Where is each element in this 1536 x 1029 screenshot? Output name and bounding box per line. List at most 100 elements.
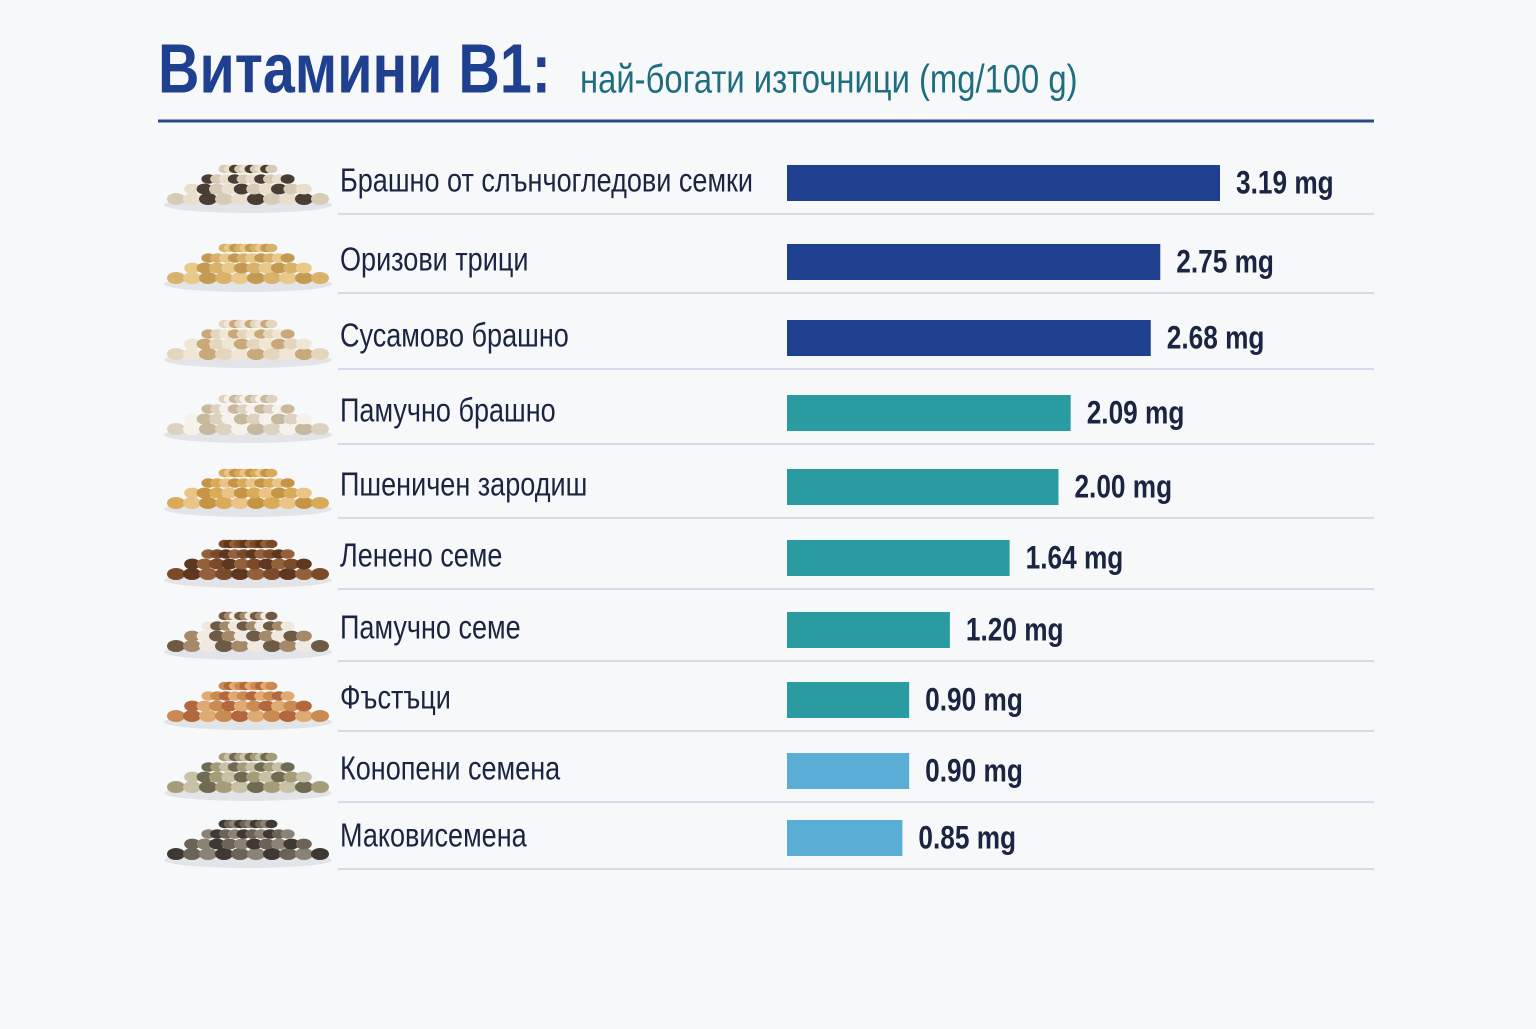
food-grain — [247, 781, 265, 793]
bar — [787, 753, 910, 789]
food-grain — [199, 348, 217, 360]
food-grain — [279, 640, 297, 652]
food-grain — [295, 848, 313, 860]
food-grain — [215, 423, 233, 435]
food-grain — [265, 164, 278, 174]
food-grain — [265, 611, 278, 621]
value-label: 2.00 mg — [1074, 470, 1172, 505]
category-label: Пшеничен зародиш — [340, 467, 587, 503]
food-grain — [196, 700, 213, 712]
food-grain — [233, 487, 250, 499]
food-grain — [283, 838, 300, 850]
food-grain — [258, 558, 275, 570]
food-grain — [295, 558, 312, 570]
food-grain — [279, 193, 297, 205]
food-grain — [199, 497, 217, 509]
food-grain — [199, 781, 217, 793]
food-grain — [283, 558, 300, 570]
food-grain — [295, 413, 312, 425]
food-grain — [221, 771, 238, 783]
chart-title: Витамини B1: — [158, 29, 551, 108]
value-label: 2.09 mg — [1087, 396, 1185, 431]
food-grain — [184, 838, 201, 850]
bar — [787, 540, 1010, 576]
food-grain — [283, 487, 300, 499]
food-grain — [280, 253, 295, 263]
food-grain — [221, 413, 238, 425]
food-grain — [233, 558, 250, 570]
food-grain — [199, 640, 217, 652]
food-grain — [167, 710, 185, 722]
food-grain — [246, 262, 263, 274]
food-grain — [258, 487, 275, 499]
food-grain — [233, 338, 250, 350]
food-grain — [215, 710, 233, 722]
food-grain — [246, 183, 263, 195]
food-grain — [311, 640, 329, 652]
value-label: 2.75 mg — [1176, 245, 1274, 280]
food-grain — [295, 700, 312, 712]
food-grain — [215, 781, 233, 793]
food-grain — [283, 262, 300, 274]
food-grain — [265, 539, 278, 549]
food-grain — [167, 781, 185, 793]
food-grain — [279, 848, 297, 860]
food-grain — [263, 497, 281, 509]
food-grain — [280, 478, 295, 488]
food-grain — [263, 568, 281, 580]
food-grain — [283, 183, 300, 195]
food-grain — [295, 640, 313, 652]
value-label: 0.90 mg — [925, 683, 1023, 718]
food-grain — [280, 621, 295, 631]
food-grain — [283, 630, 300, 642]
food-grain — [283, 338, 300, 350]
food-grain — [233, 771, 250, 783]
food-grain — [246, 338, 263, 350]
food-grain — [263, 193, 281, 205]
food-grain — [295, 838, 312, 850]
food-grain — [233, 262, 250, 274]
food-grain — [167, 348, 185, 360]
food-grain — [221, 338, 238, 350]
food-grain — [167, 272, 185, 284]
food-grain — [221, 700, 238, 712]
food-grain — [265, 394, 278, 404]
food-grain — [280, 329, 295, 339]
food-grain — [295, 348, 313, 360]
food-grain — [258, 700, 275, 712]
food-grain — [184, 630, 201, 642]
food-grain — [199, 710, 217, 722]
food-grain — [184, 413, 201, 425]
food-grain — [279, 497, 297, 509]
food-grain — [265, 243, 278, 253]
food-grain — [247, 423, 265, 435]
value-label: 1.64 mg — [1026, 541, 1124, 576]
food-grain — [246, 771, 263, 783]
food-grain — [183, 348, 201, 360]
food-grain — [209, 558, 225, 570]
food-grain — [209, 487, 225, 499]
food-grain — [215, 272, 233, 284]
food-grain — [221, 183, 238, 195]
food-grain — [311, 348, 329, 360]
food-grain — [247, 497, 265, 509]
value-label: 3.19 mg — [1236, 166, 1334, 201]
food-grain — [231, 348, 249, 360]
food-grain — [280, 549, 295, 559]
food-grain — [231, 423, 249, 435]
food-grain — [271, 630, 287, 642]
food-grain — [209, 771, 225, 783]
food-grain — [280, 762, 295, 772]
food-grain — [246, 700, 263, 712]
food-grain — [209, 700, 225, 712]
food-grain — [263, 710, 281, 722]
food-grain — [265, 819, 278, 829]
value-label: 0.90 mg — [925, 754, 1023, 789]
food-grain — [265, 681, 278, 691]
food-grain — [263, 781, 281, 793]
food-grain — [221, 630, 238, 642]
food-grain — [258, 262, 275, 274]
food-grain — [279, 781, 297, 793]
food-grain — [221, 558, 238, 570]
bar — [787, 612, 950, 648]
